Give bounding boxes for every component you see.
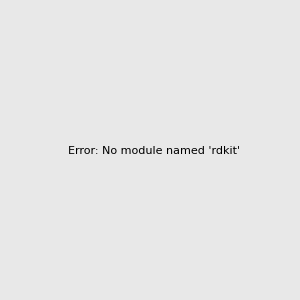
Text: Error: No module named 'rdkit': Error: No module named 'rdkit' [68, 146, 240, 157]
